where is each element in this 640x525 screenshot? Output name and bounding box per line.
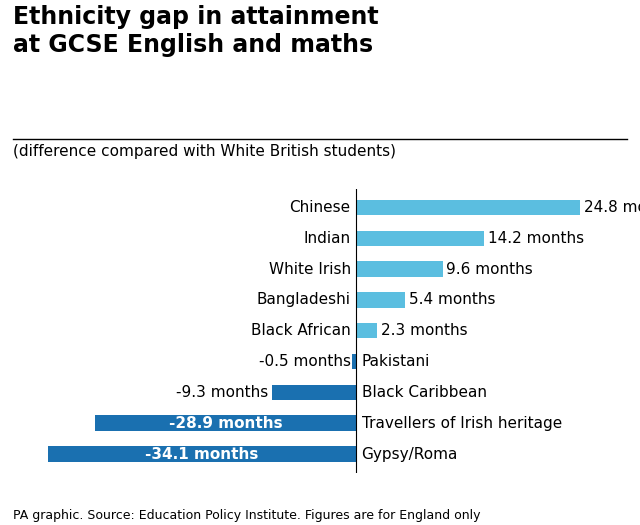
- Text: -34.1 months: -34.1 months: [145, 446, 259, 461]
- Text: Travellers of Irish heritage: Travellers of Irish heritage: [362, 416, 562, 430]
- Text: Black African: Black African: [251, 323, 351, 338]
- Bar: [356, 230, 484, 246]
- Bar: [272, 385, 356, 400]
- Text: 9.6 months: 9.6 months: [447, 261, 533, 277]
- Text: Indian: Indian: [303, 231, 351, 246]
- Text: 24.8 months: 24.8 months: [584, 200, 640, 215]
- Bar: [356, 261, 443, 277]
- Text: White Irish: White Irish: [269, 261, 351, 277]
- Text: Bangladeshi: Bangladeshi: [257, 292, 351, 308]
- Text: Black Caribbean: Black Caribbean: [362, 385, 486, 400]
- Bar: [95, 415, 356, 431]
- Bar: [356, 200, 580, 215]
- Text: Gypsy/Roma: Gypsy/Roma: [362, 446, 458, 461]
- Text: (difference compared with White British students): (difference compared with White British …: [13, 144, 396, 160]
- Text: Chinese: Chinese: [289, 200, 351, 215]
- Text: 5.4 months: 5.4 months: [408, 292, 495, 308]
- Bar: [356, 323, 377, 339]
- Text: -9.3 months: -9.3 months: [176, 385, 269, 400]
- Text: Ethnicity gap in attainment
at GCSE English and maths: Ethnicity gap in attainment at GCSE Engl…: [13, 5, 378, 57]
- Bar: [351, 354, 356, 369]
- Text: -0.5 months: -0.5 months: [259, 354, 351, 369]
- Text: 2.3 months: 2.3 months: [381, 323, 467, 338]
- Text: -28.9 months: -28.9 months: [169, 416, 282, 430]
- Bar: [48, 446, 356, 461]
- Bar: [356, 292, 405, 308]
- Text: Pakistani: Pakistani: [362, 354, 430, 369]
- Text: 14.2 months: 14.2 months: [488, 231, 584, 246]
- Text: PA graphic. Source: Education Policy Institute. Figures are for England only: PA graphic. Source: Education Policy Ins…: [13, 509, 480, 522]
